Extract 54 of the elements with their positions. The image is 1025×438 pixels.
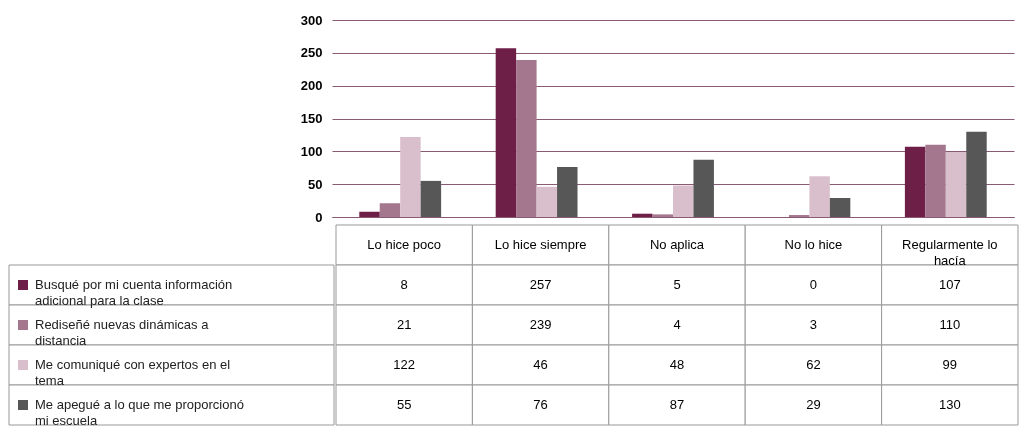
data-label: 29: [806, 397, 821, 412]
y-tick-label: 300: [300, 12, 323, 28]
data-label: 107: [938, 277, 961, 292]
bar: [904, 146, 926, 217]
x-tick-label: Lo hice poco: [367, 237, 442, 252]
data-label: 55: [396, 397, 412, 412]
bar: [673, 185, 694, 217]
y-tick-label: 150: [300, 111, 323, 126]
bar: [536, 186, 558, 217]
data-label: 0: [809, 277, 818, 292]
bar: [495, 48, 517, 217]
x-tick-label: No aplica: [649, 237, 705, 252]
bar: [693, 159, 714, 217]
bar: [359, 211, 380, 217]
data-label: 76: [533, 397, 548, 412]
y-tick-label: 200: [300, 78, 323, 94]
data-label: 110: [939, 317, 961, 332]
bar: [829, 197, 851, 217]
y-tick-label: 100: [300, 143, 323, 159]
data-label: 257: [529, 277, 552, 292]
data-label: 8: [400, 277, 408, 292]
bar: [557, 167, 578, 217]
data-label: 5: [673, 277, 681, 292]
data-label: 21: [396, 317, 412, 332]
bar: [379, 203, 401, 217]
data-label: 48: [669, 357, 685, 372]
bar: [925, 144, 946, 217]
x-tick-label: Lo hice siempre: [494, 237, 587, 252]
data-label: 87: [669, 397, 685, 412]
legend-label: Busqué por mi cuenta información adicional para la clase: [35, 277, 233, 308]
legend-label: Me apegué a lo que me proporcionó mi escuela: [35, 397, 244, 428]
data-label: 239: [529, 317, 552, 332]
bar: [516, 60, 537, 217]
bar: [420, 180, 442, 217]
legend-label: Me comuniqué con expertos en el tema: [35, 357, 231, 388]
data-label: 3: [809, 317, 818, 332]
data-label: 130: [938, 397, 961, 412]
legend-label: Rediseñé nuevas dinámicas a distancia: [35, 317, 210, 348]
x-tick-label: No lo hice: [784, 237, 843, 252]
data-label: 99: [942, 357, 958, 372]
y-tick-label: 250: [300, 45, 323, 61]
data-label: 4: [673, 317, 681, 332]
bar: [632, 213, 653, 217]
data-label: 122: [393, 357, 416, 372]
bar: [652, 214, 673, 217]
bar: [966, 131, 987, 217]
bar: [809, 176, 830, 217]
bar: [400, 136, 421, 217]
y-tick-label: 50: [308, 176, 323, 192]
bar: [945, 151, 967, 217]
data-label: 46: [533, 357, 548, 372]
y-tick-label: 0: [315, 209, 323, 225]
data-label: 62: [806, 357, 821, 372]
x-tick-label: Regularmente lo hacía: [902, 237, 998, 268]
